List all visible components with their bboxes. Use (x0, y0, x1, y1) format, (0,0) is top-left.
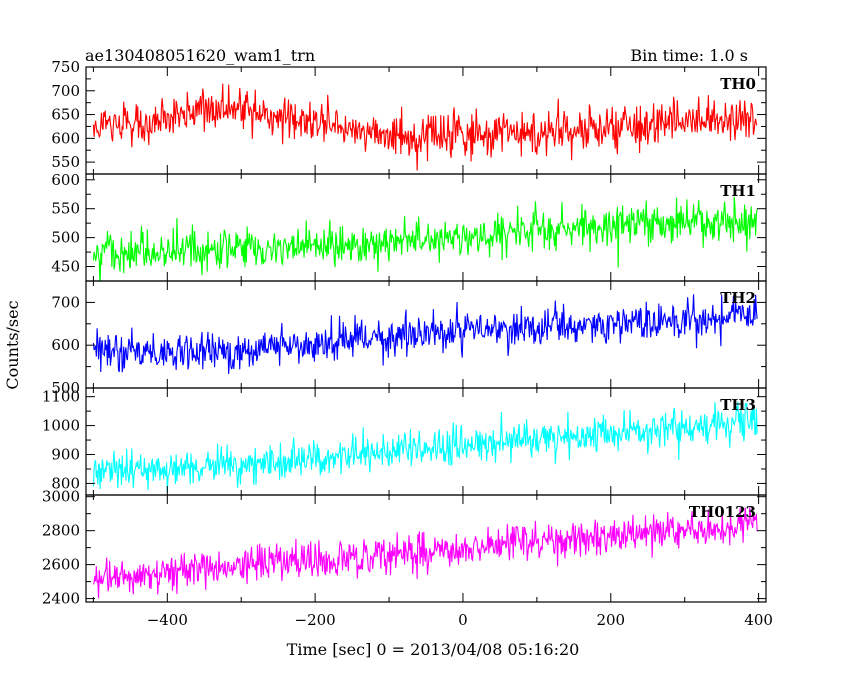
y-tick-label: 500 (51, 379, 80, 397)
y-tick-label: 3000 (42, 488, 80, 506)
y-tick-label: 900 (51, 446, 80, 464)
y-tick-label: 1000 (42, 417, 80, 435)
x-tick-label: 400 (744, 611, 773, 629)
y-tick-label: 550 (51, 200, 80, 218)
y-tick-label: 450 (51, 258, 80, 276)
panel-label-th0: TH0 (720, 75, 756, 93)
panel-frame (85, 66, 767, 175)
x-tick-label: 200 (596, 611, 625, 629)
panel-label-th3: TH3 (720, 396, 756, 414)
y-tick-label: 2600 (42, 556, 80, 574)
y-tick-label: 500 (51, 229, 80, 247)
y-tick-label: 600 (51, 336, 80, 354)
panel-th0123: 2400 2600 2800 3000 TH0123 (42, 488, 767, 608)
x-axis: −400 −200 0 200 400 (147, 611, 773, 629)
series-line-th1 (92, 196, 758, 281)
panel-label-th1: TH1 (720, 182, 756, 200)
x-tick-label: 0 (458, 611, 468, 629)
y-tick-label: 700 (51, 293, 80, 311)
series-line-th0 (92, 83, 758, 171)
y-tick-label: 2400 (42, 590, 80, 608)
x-tick-label: −200 (295, 611, 336, 629)
series-line-th0123 (92, 507, 758, 599)
y-tick-label: 600 (51, 171, 80, 189)
chart-title-left: ae130408051620_wam1_trn (85, 46, 315, 65)
y-tick-label: 700 (51, 82, 80, 100)
panel-th3: 800 900 1000 1100 TH3 (42, 387, 767, 496)
y-tick-label: 750 (51, 58, 80, 76)
y-tick-label: 1100 (42, 388, 80, 406)
y-axis-label: Counts/sec (3, 300, 22, 389)
series-line-th3 (92, 401, 758, 492)
y-tick-label: 2800 (42, 522, 80, 540)
x-tick-label: −400 (147, 611, 188, 629)
chart-title-right: Bin time: 1.0 s (630, 46, 748, 65)
panel-label-th2: TH2 (720, 289, 756, 307)
series-line-th2 (92, 294, 758, 375)
x-axis-label: Time [sec] 0 = 2013/04/08 05:16:20 (287, 640, 580, 659)
y-tick-label: 650 (51, 106, 80, 124)
panel-th0: 550 600 650 700 750 TH0 (51, 58, 767, 175)
panel-label-th0123: TH0123 (689, 503, 756, 521)
y-tick-label: 800 (51, 474, 80, 492)
y-tick-label: 550 (51, 153, 80, 171)
panel-th2: 500 600 700 TH2 (51, 280, 767, 397)
panel-frame (85, 494, 767, 603)
panel-th1: 450 500 550 600 TH1 (51, 171, 767, 282)
panels-group: 550600650700750TH0450500550600TH15006007… (42, 58, 767, 608)
y-tick-label: 600 (51, 129, 80, 147)
